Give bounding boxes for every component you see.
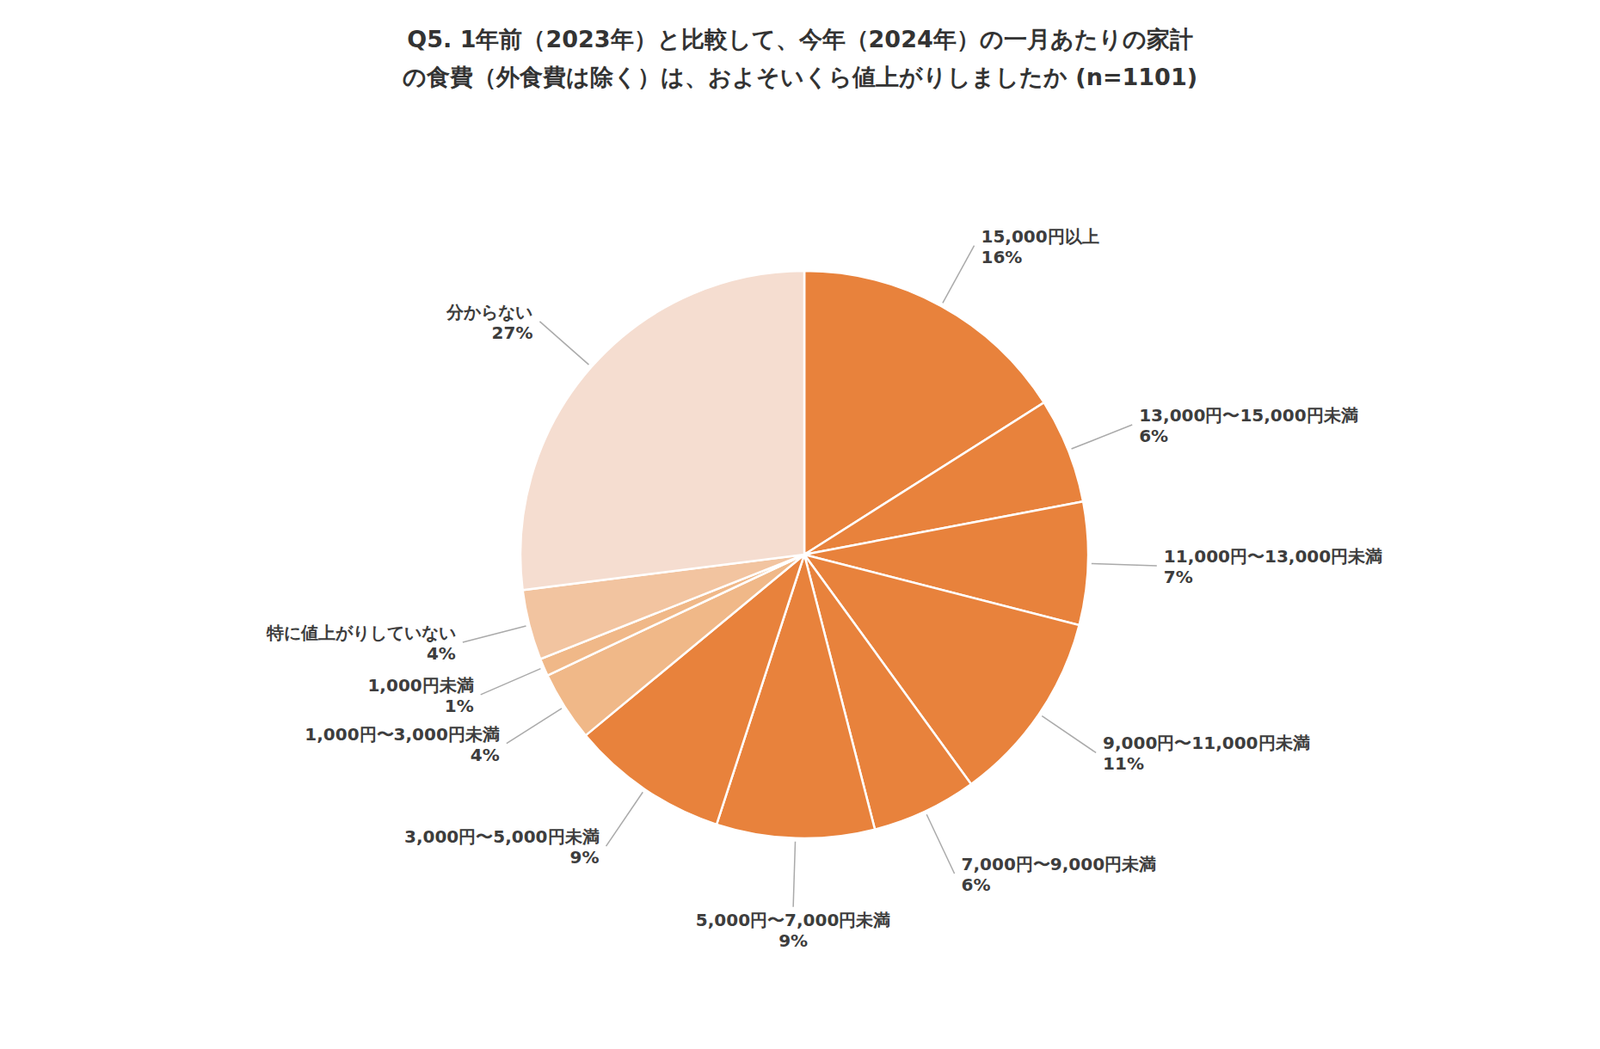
svg-text:11,000円〜13,000円未満: 11,000円〜13,000円未満 xyxy=(1163,546,1383,567)
svg-text:9%: 9% xyxy=(778,930,808,952)
html-text:Q5. 1年前（2023年）と比較して、今年（2024年）の: Q5. 1年前（2023年）と比較して、今年（2024年）の一月あたりの家計 xyxy=(407,25,1193,53)
svg-text:特に値上がりしていない: 特に値上がりしていない xyxy=(265,622,456,644)
svg-text:1%: 1% xyxy=(444,695,474,717)
svg-text:6%: 6% xyxy=(1138,425,1169,447)
svg-text:6%: 6% xyxy=(961,874,991,896)
svg-text:分からない: 分からない xyxy=(445,301,533,323)
svg-text:4%: 4% xyxy=(426,643,456,665)
svg-text:5,000円〜7,000円未満: 5,000円〜7,000円未満 xyxy=(695,910,892,931)
svg-text:4%: 4% xyxy=(470,744,500,766)
svg-text:13,000円〜15,000円未満: 13,000円〜15,000円未満 xyxy=(1138,405,1358,426)
svg-text:7%: 7% xyxy=(1163,566,1194,588)
svg-text:16%: 16% xyxy=(981,246,1023,268)
svg-text:3,000円〜5,000円未満: 3,000円〜5,000円未満 xyxy=(404,826,600,848)
svg-text:1,000円〜3,000円未満: 1,000円〜3,000円未満 xyxy=(304,724,500,745)
html-text:の食費（外食費は除く）は、およそいくら値上がりしましたか (: の食費（外食費は除く）は、およそいくら値上がりしましたか (n=1101) xyxy=(402,63,1198,91)
svg-text:1,000円未満: 1,000円未満 xyxy=(367,675,474,696)
svg-text:11%: 11% xyxy=(1102,753,1145,775)
svg-text:9%: 9% xyxy=(570,847,600,868)
svg-text:7,000円〜9,000円未満: 7,000円〜9,000円未満 xyxy=(961,854,1157,875)
svg-text:9,000円〜11,000円未満: 9,000円〜11,000円未満 xyxy=(1102,732,1310,754)
svg-text:27%: 27% xyxy=(492,322,534,344)
svg-text:15,000円以上: 15,000円以上 xyxy=(981,226,1100,247)
